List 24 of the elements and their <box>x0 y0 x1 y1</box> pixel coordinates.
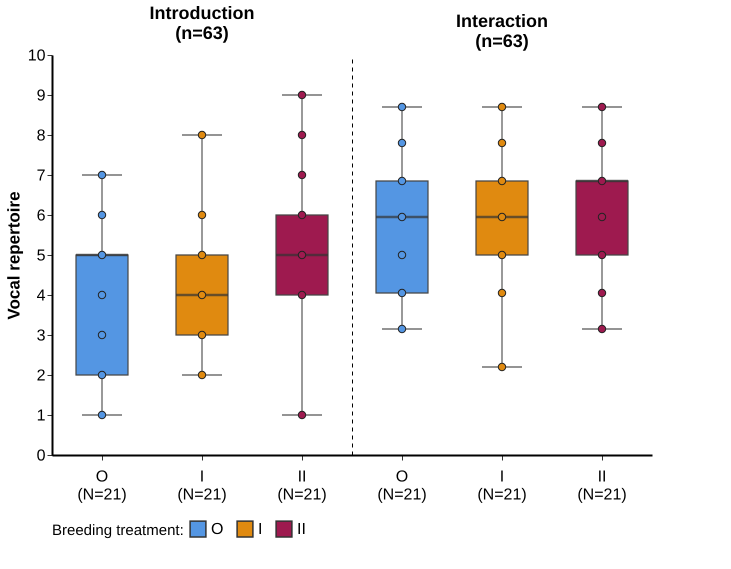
x-tick-label: II (N=21) <box>277 468 327 504</box>
y-tick-label: 9 <box>36 88 46 104</box>
legend-label: O <box>211 521 224 538</box>
y-tick-label: 2 <box>36 368 46 384</box>
x-tick-label: I (N=21) <box>477 468 527 504</box>
chart-title: Introduction (n=63) <box>150 3 254 43</box>
y-tick-label: 7 <box>36 168 46 184</box>
chart-title: Interaction (n=63) <box>456 11 548 51</box>
legend-title: Breeding treatment: <box>52 522 184 539</box>
y-tick-label: 6 <box>36 208 46 224</box>
legend-label: II <box>297 521 306 538</box>
y-tick-label: 10 <box>28 48 46 64</box>
x-tick-label: II (N=21) <box>577 468 627 504</box>
y-tick-label: 4 <box>36 288 46 304</box>
y-tick-label: 8 <box>36 128 46 144</box>
y-tick-label: 0 <box>36 448 46 464</box>
y-axis-title: Vocal repertoire <box>4 191 24 320</box>
legend-label: I <box>258 521 262 538</box>
x-tick-label: O (N=21) <box>77 468 127 504</box>
y-tick-label: 5 <box>36 248 46 264</box>
y-tick-label: 3 <box>36 328 46 344</box>
x-tick-label: I (N=21) <box>177 468 227 504</box>
x-tick-label: O (N=21) <box>377 468 427 504</box>
y-tick-label: 1 <box>36 408 46 424</box>
